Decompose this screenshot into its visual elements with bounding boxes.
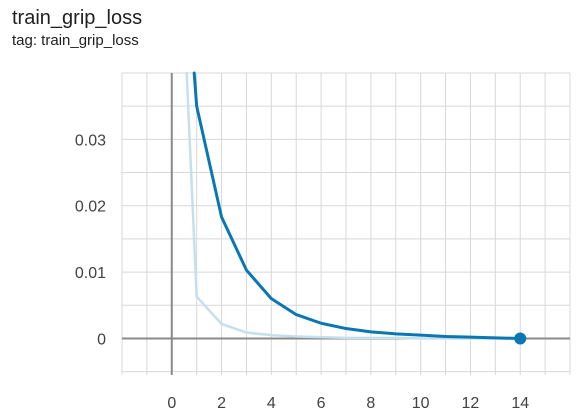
chart-card-header: train_grip_loss tag: train_grip_loss xyxy=(12,6,142,51)
chart-series xyxy=(185,71,527,345)
y-tick-label: 0.01 xyxy=(75,265,106,282)
x-tick-label: 6 xyxy=(317,395,326,412)
y-tick-label: 0.02 xyxy=(75,199,106,216)
x-tick-label: 8 xyxy=(366,395,375,412)
x-tick-label: 14 xyxy=(511,395,529,412)
x-tick-label: 2 xyxy=(217,395,226,412)
y-tick-label: 0 xyxy=(97,331,106,348)
chart-tag-label: tag: train_grip_loss xyxy=(12,32,139,49)
x-tick-label: 12 xyxy=(462,395,480,412)
x-tick-label: 4 xyxy=(267,395,276,412)
last-point-marker[interactable] xyxy=(514,332,527,345)
raw-loss-line xyxy=(185,71,522,340)
y-tick-label: 0.03 xyxy=(75,132,106,149)
x-tick-label: 10 xyxy=(412,395,430,412)
chart-tick-labels: 0 2 4 6 8 10 12 14 0 0.01 0.02 0.03 xyxy=(75,132,529,412)
chart-title: train_grip_loss xyxy=(12,7,143,29)
x-tick-label: 0 xyxy=(167,395,176,412)
smoothed-loss-line xyxy=(192,71,522,340)
